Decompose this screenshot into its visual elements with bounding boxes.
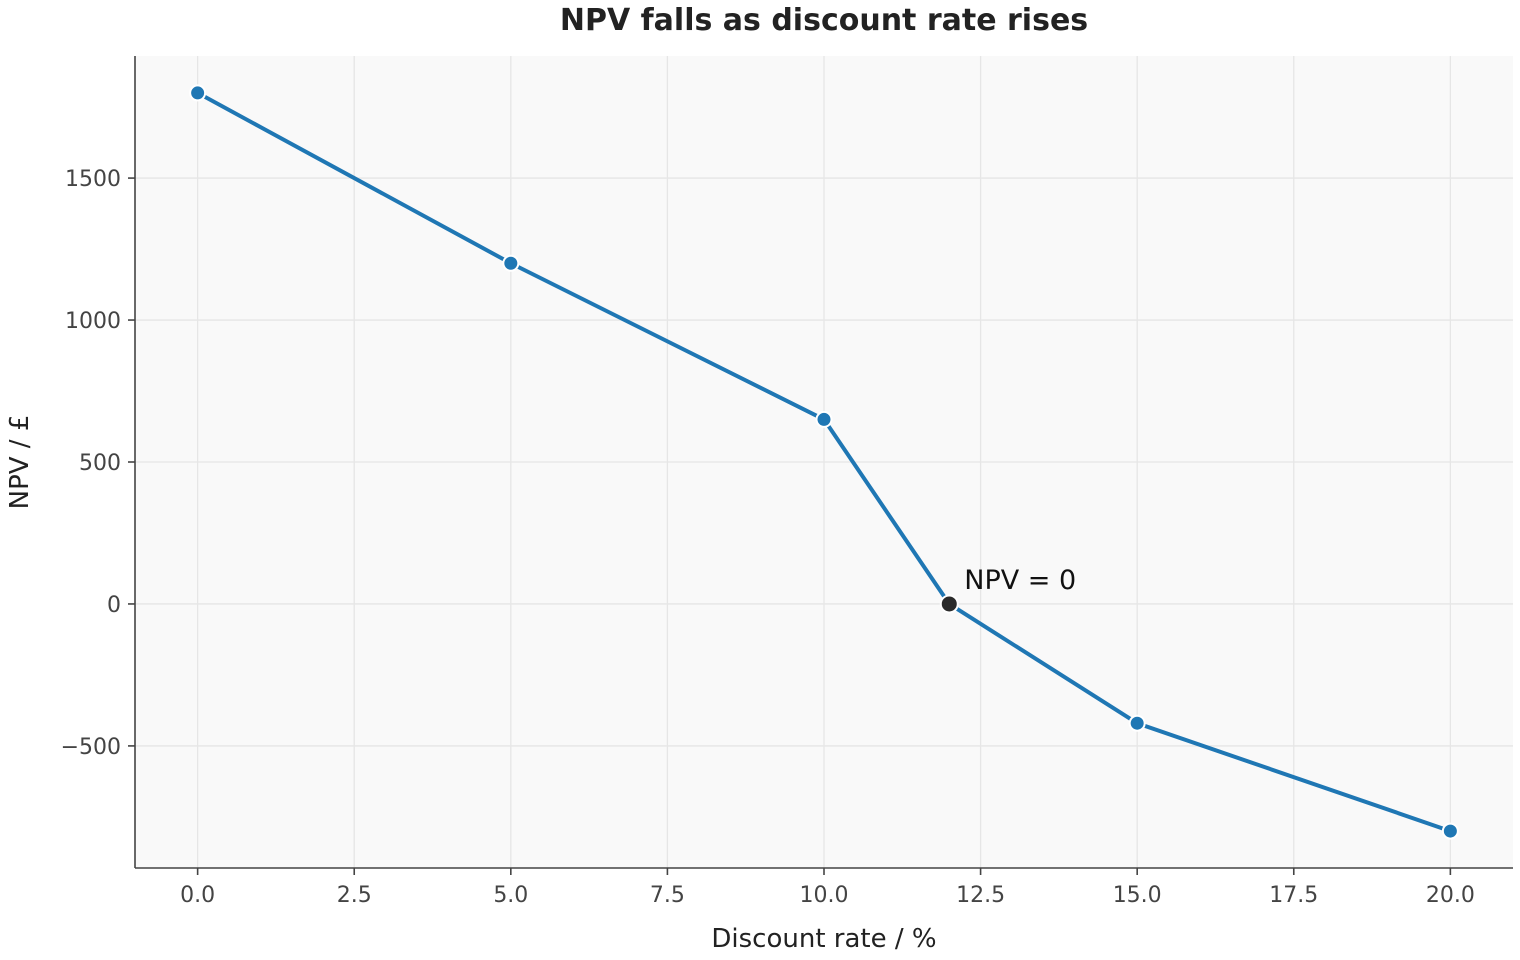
data-point [502,254,520,272]
grid [135,56,1513,868]
x-tick-label: 7.5 [650,883,685,908]
y-axis-label: NPV / £ [5,415,35,510]
x-tick-label: 0.0 [180,883,215,908]
x-axis-label: Discount rate / % [711,924,936,954]
chart-title: NPV falls as discount rate rises [560,3,1088,38]
y-tick-label: 1500 [65,167,121,192]
x-tick-label: 20.0 [1426,883,1475,908]
x-tick-label: 2.5 [337,883,372,908]
series [189,84,1459,840]
x-tick-label: 17.5 [1269,883,1318,908]
y-tick-label: −500 [61,735,121,760]
x-tick-label: 15.0 [1113,883,1162,908]
x-tick-label: 12.5 [956,883,1005,908]
y-tick-label: 1000 [65,309,121,334]
y-tick-label: 0 [107,593,121,618]
series-line [195,90,1453,834]
npv-zero-annotation: NPV = 0 [964,565,1076,596]
x-tick-label: 5.0 [493,883,528,908]
data-point [815,410,833,428]
axes [128,56,1513,875]
data-point [1128,714,1146,732]
y-tick-label: 500 [79,451,121,476]
annotations: NPV = 0 [939,565,1076,614]
data-point [1441,822,1459,840]
tick-labels: 0.0 2.5 5.0 7.5 10.0 12.5 15.0 17.5 20.0 −500 0 500… [61,167,1475,908]
data-point [189,84,207,102]
npv-zero-marker [939,594,959,614]
x-tick-label: 10.0 [800,883,849,908]
